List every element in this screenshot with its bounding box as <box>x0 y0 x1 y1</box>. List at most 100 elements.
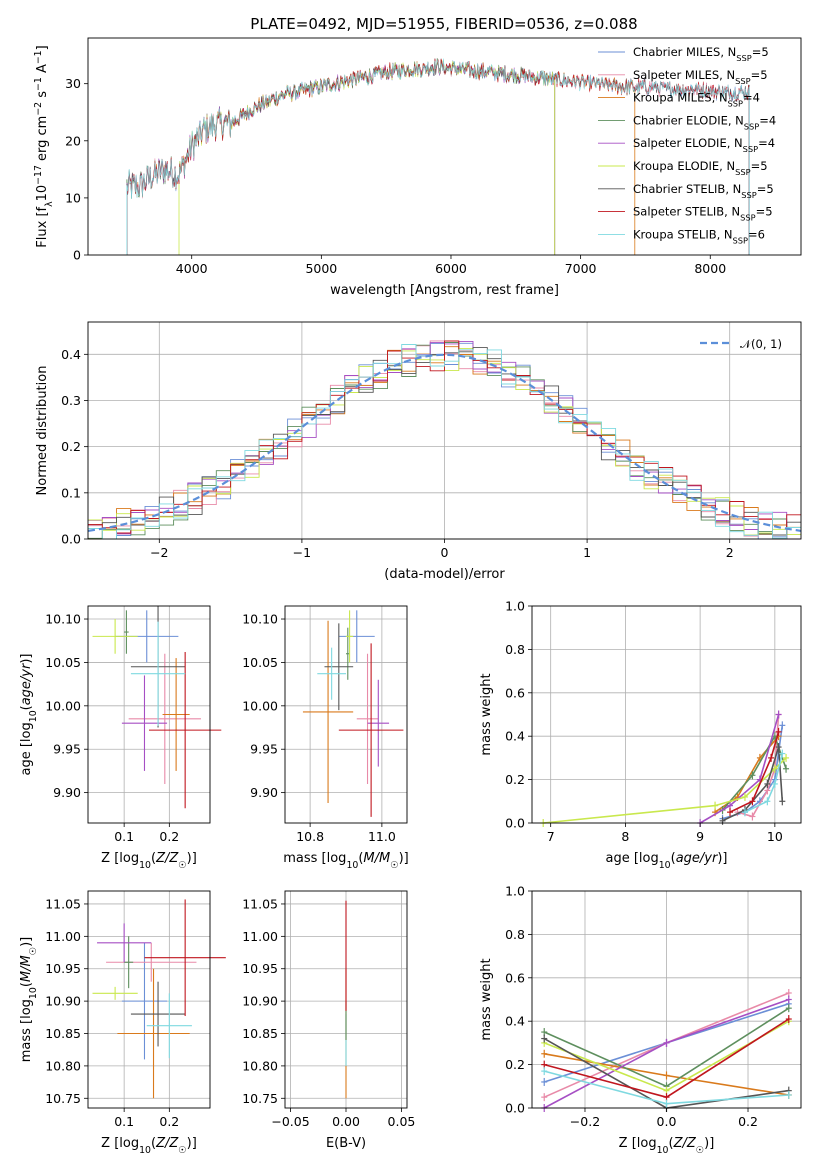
y-tick-label: 1.0 <box>505 599 525 614</box>
y-axis-label: mass weight <box>479 673 494 755</box>
panel-massweight_vs_Z: −0.2 0.0 0.2 0.0 0.2 0.4 0.6 0.8 1.0 Z [log10(Z/Z… <box>479 884 802 1156</box>
plot-area-massweight_vs_Z <box>541 988 792 1112</box>
y-tick-label: 10.05 <box>45 655 81 670</box>
errorbar-point <box>338 643 404 817</box>
errorbar-point <box>117 968 190 1099</box>
y-tick-label: 0.3 <box>61 393 81 408</box>
y-tick-label: 0.0 <box>505 1101 525 1116</box>
y-tick-label: 30 <box>65 76 81 91</box>
x-tick-label: −2 <box>150 545 168 560</box>
errorbar-point <box>130 621 186 726</box>
axes-frame <box>284 605 408 824</box>
x-tick-label: −0.05 <box>271 1114 309 1129</box>
axes-frame <box>87 890 211 1109</box>
errorbar-point <box>146 993 192 1059</box>
y-tick-label: 0.1 <box>61 485 81 500</box>
y-tick-label: 10.85 <box>242 1026 278 1041</box>
plot-area-residuals <box>87 340 802 540</box>
y-tick-label: 10.85 <box>45 1026 81 1041</box>
mass-weight-line-7 <box>729 731 780 813</box>
y-axis-label: mass [log10(M/M☉)] <box>19 937 39 1063</box>
x-tick-label: 0.0 <box>657 1114 677 1129</box>
y-tick-label: 0.0 <box>61 532 81 547</box>
y-tick-label: 10.00 <box>45 698 81 713</box>
y-axis-label: age [log10(age/yr)] <box>19 653 39 775</box>
y-tick-label: 9.95 <box>53 742 81 757</box>
y-tick-label: 0.4 <box>61 347 81 362</box>
y-tick-label: 10.10 <box>45 612 81 627</box>
axes-frame <box>87 37 802 256</box>
errorbar-point <box>324 623 354 711</box>
y-axis-label: Normed distribution <box>35 366 50 496</box>
y-axis-label: mass weight <box>479 958 494 1040</box>
legend-entry: 𝒩(0, 1) <box>740 337 782 351</box>
x-axis-label: wavelength [Angstrom, rest frame] <box>330 283 559 298</box>
errorbar-point <box>92 619 138 654</box>
y-tick-label: 0.6 <box>505 685 525 700</box>
axes-frame <box>284 890 408 1109</box>
x-tick-label: 0.05 <box>388 1114 416 1129</box>
y-tick-label: 10.90 <box>45 994 81 1009</box>
legend-entry: Salpeter ELODIE, NSSP=4 <box>633 136 775 154</box>
axes-frame <box>531 890 802 1109</box>
errorbar-point <box>124 936 134 989</box>
errorbar-point <box>356 653 379 784</box>
y-tick-label: 0.8 <box>505 642 525 657</box>
x-axis-label: Z [log10(Z/Z☉)] <box>101 1136 197 1156</box>
legend-entry: Salpeter MILES, NSSP=5 <box>633 68 768 86</box>
y-tick-label: 10.80 <box>45 1058 81 1073</box>
legend-entry: Kroupa MILES, NSSP=4 <box>633 91 760 109</box>
y-tick-label: 0.6 <box>505 970 525 985</box>
plot-area-spectrum <box>126 57 750 255</box>
x-tick-label: 9 <box>696 829 704 844</box>
x-tick-label: 0.1 <box>114 1114 134 1129</box>
figure-title: PLATE=0492, MJD=51955, FIBERID=0536, z=0… <box>250 15 637 33</box>
x-tick-label: 0.2 <box>738 1114 758 1129</box>
errorbar-point <box>317 647 346 700</box>
x-axis-label: (data-model)/error <box>384 567 505 582</box>
errorbar-point <box>92 986 138 1000</box>
y-tick-label: 0.2 <box>61 439 81 454</box>
errorbar-point <box>128 653 201 784</box>
x-tick-label: 7000 <box>565 261 597 276</box>
legend-entry: Kroupa ELODIE, NSSP=5 <box>633 159 768 177</box>
panel-age_vs_Z: 0.1 0.2 9.90 9.95 10.00 10.05 10.10 Z [log10(Z/… <box>19 605 222 871</box>
y-tick-label: 10.00 <box>242 698 278 713</box>
y-tick-label: 10.10 <box>242 612 278 627</box>
y-tick-label: 9.90 <box>250 785 278 800</box>
histogram-series-8 <box>88 344 801 540</box>
y-tick-label: 10.95 <box>242 961 278 976</box>
y-tick-label: 0.2 <box>505 772 525 787</box>
histogram-series-7 <box>88 340 801 540</box>
plot-area-mass_vs_Z <box>92 899 226 1099</box>
y-tick-label: 11.00 <box>242 929 278 944</box>
errorbar-point <box>124 610 129 654</box>
y-tick-label: 10.80 <box>242 1058 278 1073</box>
errorbar-point <box>106 942 197 982</box>
x-axis-label: age [log10(age/yr)] <box>605 851 727 871</box>
x-tick-label: 4000 <box>176 261 208 276</box>
y-tick-label: 0.0 <box>505 816 525 831</box>
y-tick-label: 9.90 <box>53 785 81 800</box>
x-axis-label: Z [log10(Z/Z☉)] <box>101 851 197 871</box>
x-axis-label: mass [log10(M/M☉)] <box>283 851 409 871</box>
x-tick-label: 6000 <box>435 261 467 276</box>
y-tick-label: 0 <box>73 248 81 263</box>
legend-entry: Chabrier MILES, NSSP=5 <box>633 45 769 63</box>
x-tick-label: 1 <box>583 545 591 560</box>
legend-entry: Salpeter STELIB, NSSP=5 <box>633 205 773 223</box>
x-tick-label: 0.00 <box>332 1114 360 1129</box>
x-tick-label: 0.1 <box>114 829 134 844</box>
normal-curve <box>87 353 802 532</box>
errorbar-point <box>338 610 375 663</box>
x-axis-label: Z [log10(Z/Z☉)] <box>619 1136 715 1156</box>
y-tick-label: 11.00 <box>45 929 81 944</box>
axes-frame <box>87 605 211 824</box>
panel-massweight_vs_age: 7 8 9 10 0.0 0.2 0.4 0.6 0.8 1.0 age [log10(age/yr… <box>479 599 802 871</box>
y-tick-label: 11.05 <box>45 896 81 911</box>
x-tick-label: 8000 <box>694 261 726 276</box>
y-tick-label: 0.4 <box>505 729 525 744</box>
legend-entry: Chabrier ELODIE, NSSP=4 <box>633 113 776 131</box>
